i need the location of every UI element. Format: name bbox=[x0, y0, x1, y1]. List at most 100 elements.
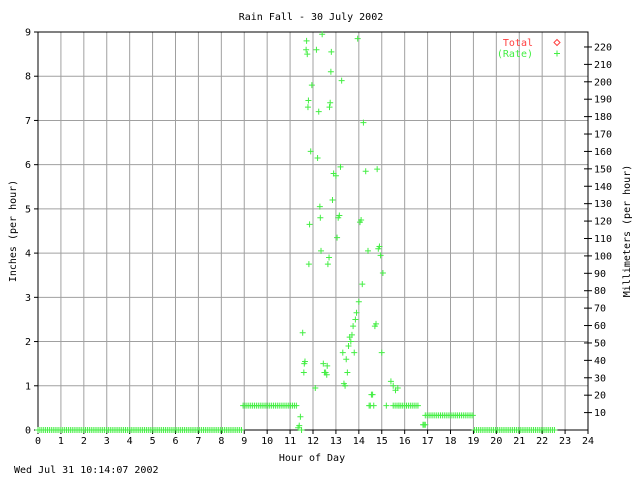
rate-point bbox=[387, 378, 394, 385]
x-tick-label: 6 bbox=[172, 436, 178, 447]
y-tick-label: 6 bbox=[25, 160, 31, 171]
rate-point bbox=[324, 362, 331, 369]
y2-tick-label: 220 bbox=[594, 42, 612, 53]
y2-tick-label: 10 bbox=[594, 408, 606, 419]
y-tick-label: 2 bbox=[25, 337, 31, 348]
y2-tick-label: 210 bbox=[594, 60, 612, 71]
rate-point bbox=[326, 104, 333, 111]
rate-point bbox=[328, 48, 335, 55]
y2-tick-label: 60 bbox=[594, 321, 606, 332]
rate-point bbox=[320, 360, 327, 367]
rate-point bbox=[394, 384, 401, 391]
y2-tick-label: 110 bbox=[594, 234, 612, 245]
y2-tick-label: 120 bbox=[594, 217, 612, 228]
x-tick-label: 4 bbox=[127, 436, 133, 447]
x-tick-label: 13 bbox=[330, 436, 342, 447]
legend-total-label: Total bbox=[503, 38, 533, 49]
rate-point bbox=[551, 427, 558, 433]
rate-point bbox=[373, 320, 380, 327]
y2-tick-label: 40 bbox=[594, 356, 606, 367]
rate-point bbox=[306, 221, 313, 228]
rate-point bbox=[337, 163, 344, 170]
rate-point bbox=[297, 413, 304, 420]
x-axis-label: Hour of Day bbox=[279, 453, 345, 464]
rate-point bbox=[332, 172, 339, 179]
rate-point bbox=[355, 298, 362, 305]
rate-point bbox=[376, 243, 383, 250]
axis-ticks: 0 1 2 3 4 5 6 7 8 9 10 11 12 13 14 15 16 17 18 19 20 21 22 23 24… bbox=[25, 28, 612, 448]
x-tick-label: 19 bbox=[467, 436, 479, 447]
rate-point bbox=[323, 371, 330, 378]
x-tick-label: 21 bbox=[513, 436, 525, 447]
y2-tick-label: 100 bbox=[594, 251, 612, 262]
rate-point bbox=[318, 247, 325, 254]
rate-point bbox=[350, 323, 357, 330]
y2-tick-label: 90 bbox=[594, 269, 606, 280]
x-tick-label: 23 bbox=[559, 436, 571, 447]
x-tick-label: 10 bbox=[261, 436, 273, 447]
rate-point bbox=[379, 270, 386, 277]
x-tick-label: 11 bbox=[284, 436, 296, 447]
y-tick-label: 3 bbox=[25, 293, 31, 304]
rate-point bbox=[343, 356, 350, 363]
y2-axis-label: Millimeters (per hour) bbox=[622, 165, 633, 297]
y2-tick-label: 130 bbox=[594, 199, 612, 210]
y2-tick-label: 160 bbox=[594, 147, 612, 158]
rate-point bbox=[327, 68, 334, 75]
y2-tick-label: 170 bbox=[594, 130, 612, 141]
rate-point bbox=[304, 104, 311, 111]
rate-point bbox=[353, 309, 360, 316]
rate-point bbox=[319, 31, 326, 38]
rate-point bbox=[351, 349, 358, 356]
rate-point bbox=[307, 148, 314, 155]
rate-point bbox=[365, 247, 371, 254]
y2-tick-label: 50 bbox=[594, 338, 606, 349]
y-tick-label: 7 bbox=[25, 116, 31, 127]
x-tick-label: 20 bbox=[490, 436, 502, 447]
x-tick-label: 8 bbox=[218, 436, 224, 447]
y-tick-label: 1 bbox=[25, 381, 31, 392]
rate-point bbox=[303, 37, 310, 44]
rate-point bbox=[304, 51, 311, 58]
rate-point bbox=[315, 108, 322, 115]
x-tick-label: 22 bbox=[536, 436, 548, 447]
x-tick-label: 16 bbox=[399, 436, 411, 447]
rate-point bbox=[362, 168, 369, 175]
footer-timestamp: Wed Jul 31 10:14:07 2002 bbox=[14, 465, 159, 476]
rate-point bbox=[390, 382, 397, 389]
rate-point bbox=[395, 402, 402, 409]
rate-point bbox=[345, 342, 352, 349]
x-tick-label: 5 bbox=[150, 436, 156, 447]
rate-point bbox=[305, 97, 312, 104]
y-tick-label: 0 bbox=[25, 426, 31, 437]
x-tick-label: 9 bbox=[241, 436, 247, 447]
rate-point bbox=[374, 166, 381, 173]
rate-point bbox=[329, 197, 336, 204]
rate-point bbox=[342, 382, 349, 389]
rate-point bbox=[383, 402, 390, 409]
y2-tick-label: 70 bbox=[594, 304, 606, 315]
x-tick-label: 14 bbox=[353, 436, 365, 447]
rate-point bbox=[238, 427, 245, 433]
rate-point bbox=[378, 349, 385, 356]
rate-point bbox=[414, 402, 421, 409]
rate-point bbox=[300, 369, 307, 376]
rate-point bbox=[299, 329, 306, 336]
x-tick-label: 12 bbox=[307, 436, 319, 447]
legend-total-marker bbox=[553, 38, 561, 47]
x-tick-label: 1 bbox=[58, 436, 64, 447]
x-tick-label: 18 bbox=[444, 436, 456, 447]
y2-tick-label: 80 bbox=[594, 286, 606, 297]
rate-point bbox=[338, 77, 345, 84]
x-tick-label: 7 bbox=[195, 436, 201, 447]
y-tick-label: 4 bbox=[25, 249, 31, 260]
rate-point bbox=[305, 261, 312, 268]
y-tick-label: 8 bbox=[25, 72, 31, 83]
legend: Total (Rate) bbox=[497, 38, 561, 60]
rate-point bbox=[336, 212, 343, 219]
rate-point bbox=[303, 46, 310, 53]
rate-point bbox=[293, 402, 300, 409]
rate-point bbox=[301, 358, 308, 365]
legend-rate-marker bbox=[554, 50, 560, 57]
